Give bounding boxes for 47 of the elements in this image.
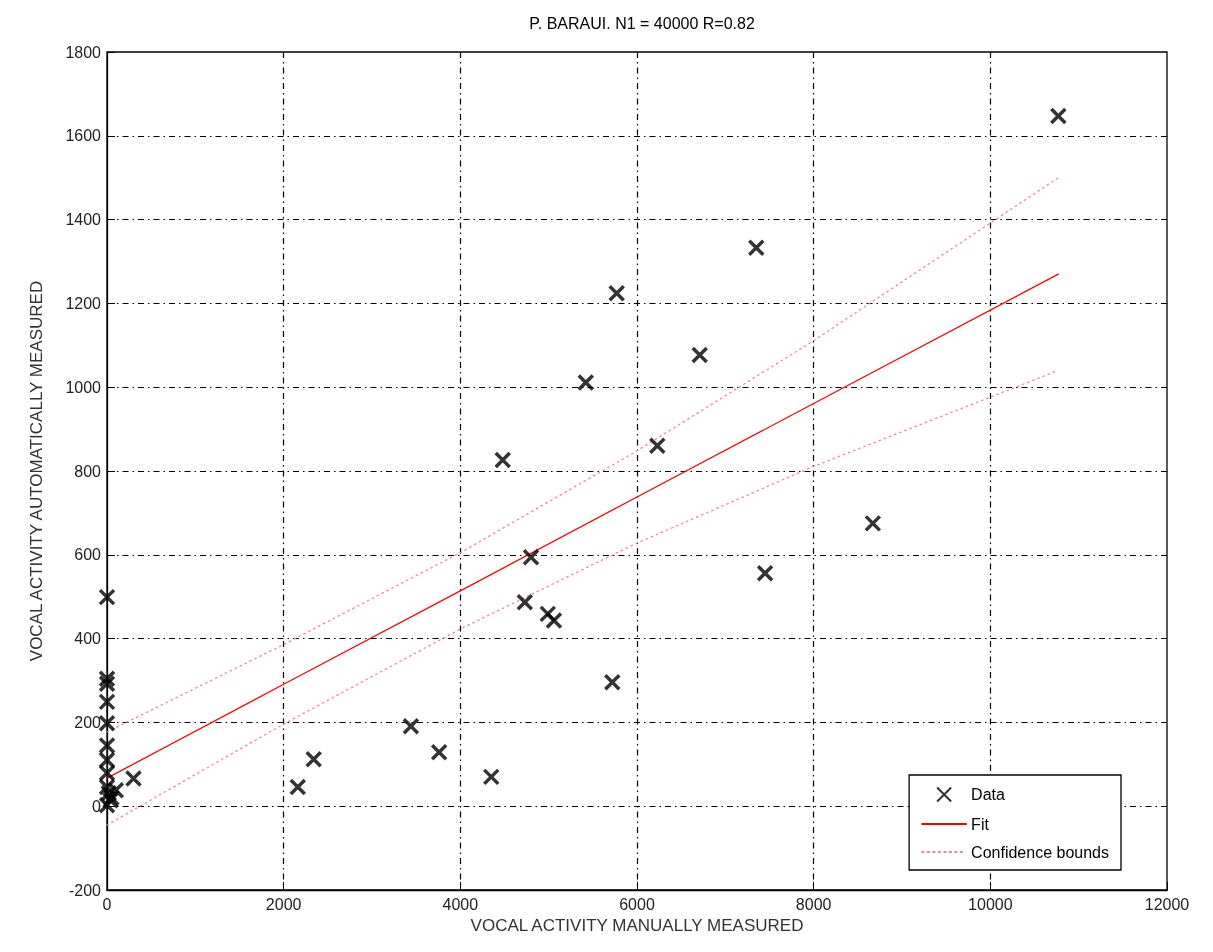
point <box>304 750 323 769</box>
point <box>493 451 512 469</box>
legend-label: Fit <box>971 815 990 833</box>
y-tick-label: 0 <box>92 797 102 815</box>
point <box>864 514 882 533</box>
point <box>430 743 448 761</box>
y-tick-label: 1000 <box>65 378 102 396</box>
x-axis-title: VOCAL ACTIVITY MANUALLY MEASURED <box>470 915 804 935</box>
x-tick-label: 8000 <box>795 895 832 913</box>
x-tick-label: 2000 <box>265 895 302 913</box>
chart-title: P. BARAUI. N1 = 40000 R=0.82 <box>529 14 755 32</box>
line-series <box>106 273 1059 779</box>
y-tick-label: 200 <box>74 713 102 731</box>
point <box>545 611 563 630</box>
point <box>603 673 622 691</box>
point <box>539 605 557 623</box>
x-tick-label: 6000 <box>619 895 655 913</box>
point <box>690 346 709 364</box>
legend-label: Data <box>971 786 1006 803</box>
point <box>522 548 540 567</box>
point <box>107 781 125 800</box>
line-series <box>106 177 1059 733</box>
y-tick-label: 800 <box>74 462 102 480</box>
x-tick-label: 12000 <box>1144 895 1190 913</box>
x-tick-label: 10000 <box>968 895 1013 913</box>
point <box>516 593 534 611</box>
point <box>577 373 595 392</box>
point <box>756 564 774 582</box>
point <box>1049 107 1068 125</box>
y-tick-label: -200 <box>68 881 102 899</box>
legend-label: Confidence bounds <box>971 843 1110 861</box>
y-tick-label: 1800 <box>65 43 102 61</box>
x-tick-label: 4000 <box>442 895 479 913</box>
point <box>648 437 667 455</box>
y-tick-label: 1600 <box>65 127 102 145</box>
point <box>607 284 626 303</box>
y-tick-label: 600 <box>74 546 102 564</box>
point <box>402 717 420 735</box>
point <box>124 769 143 788</box>
point <box>482 768 500 786</box>
point <box>98 588 116 606</box>
y-axis-title: VOCAL ACTIVITY AUTOMATICALLY MEASURED <box>27 280 46 662</box>
y-tick-label: 1200 <box>65 294 102 312</box>
y-tick-label: 1400 <box>65 211 102 229</box>
point <box>747 238 765 257</box>
y-tick-label: 400 <box>74 630 102 648</box>
point <box>289 778 307 796</box>
